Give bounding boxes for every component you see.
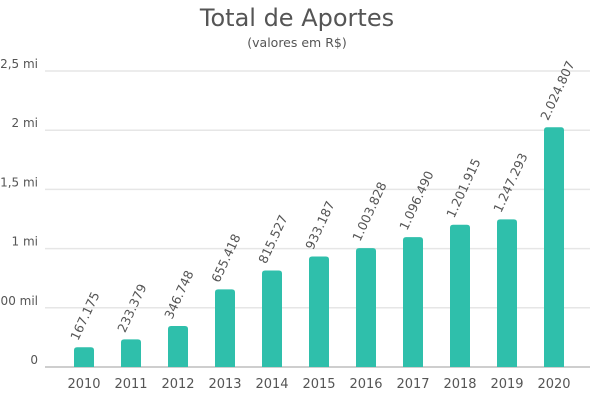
- data-label-2015: 933.187: [302, 199, 337, 252]
- bar-2013: [215, 289, 235, 367]
- x-axis-ticks: 2010 2011 2012 2013 2014 2015 2016 2017 2018 2019…: [67, 377, 570, 392]
- y-tick-label: 1 mi: [12, 235, 38, 249]
- bar-2014: [262, 270, 282, 367]
- data-label-2020: 2.024.807: [537, 59, 577, 123]
- x-tick-label: 2018: [443, 377, 476, 392]
- x-tick-label: 2010: [67, 377, 100, 392]
- y-tick-label: 2,5 mi: [0, 57, 38, 71]
- bar-2012: [168, 325, 188, 367]
- data-label-2010: 167.175: [67, 289, 102, 342]
- chart-title: Total de Aportes: [199, 4, 394, 32]
- data-label-2017: 1.096.490: [396, 168, 437, 232]
- bar-2017: [403, 237, 423, 367]
- data-label-2019: 1.247.293: [490, 151, 530, 215]
- bar-2020: [544, 127, 564, 367]
- bar-2010: [74, 347, 94, 367]
- y-tick-label: 0: [30, 353, 38, 367]
- x-tick-label: 2012: [161, 377, 194, 392]
- x-tick-label: 2019: [490, 377, 523, 392]
- data-label-2013: 655.418: [208, 231, 243, 284]
- bar-2016: [356, 248, 376, 367]
- bar-2011: [121, 339, 141, 367]
- chart-subtitle: (valores em R$): [247, 35, 346, 50]
- bars: [74, 127, 564, 367]
- data-label-2012: 346.748: [161, 268, 196, 321]
- bar-2019: [497, 219, 517, 367]
- x-tick-label: 2017: [396, 377, 429, 392]
- y-tick-label: 1,5 mi: [0, 175, 38, 189]
- x-tick-label: 2016: [349, 377, 382, 392]
- data-label-2018: 1.201.915: [443, 156, 483, 220]
- x-tick-label: 2020: [537, 377, 570, 392]
- data-label-2014: 815.527: [255, 213, 290, 266]
- x-tick-label: 2015: [302, 377, 335, 392]
- y-tick-label: 500 mil: [0, 294, 38, 308]
- y-axis-ticks: 0 500 mil 1 mi 1,5 mi 2 mi 2,5 mi: [0, 57, 38, 367]
- x-tick-label: 2014: [255, 377, 288, 392]
- bar-2015: [309, 256, 329, 367]
- x-tick-label: 2011: [114, 377, 147, 392]
- bar-2018: [450, 224, 470, 367]
- y-tick-label: 2 mi: [12, 116, 38, 130]
- x-tick-label: 2013: [208, 377, 241, 392]
